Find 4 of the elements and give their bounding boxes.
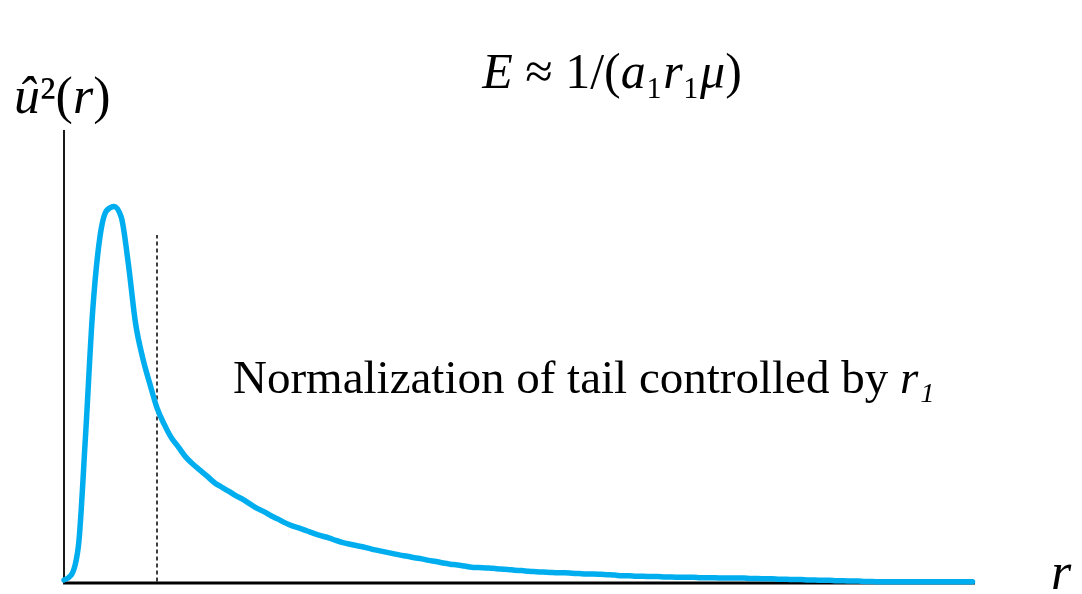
x-axis-title: r (1051, 543, 1072, 594)
chart-title: E ≈ 1/(a₁r₁μ) (481, 43, 742, 99)
annotation: Normalization of tail controlled by r₁ (233, 351, 935, 403)
y-axis-title: û²(r) (14, 67, 111, 125)
